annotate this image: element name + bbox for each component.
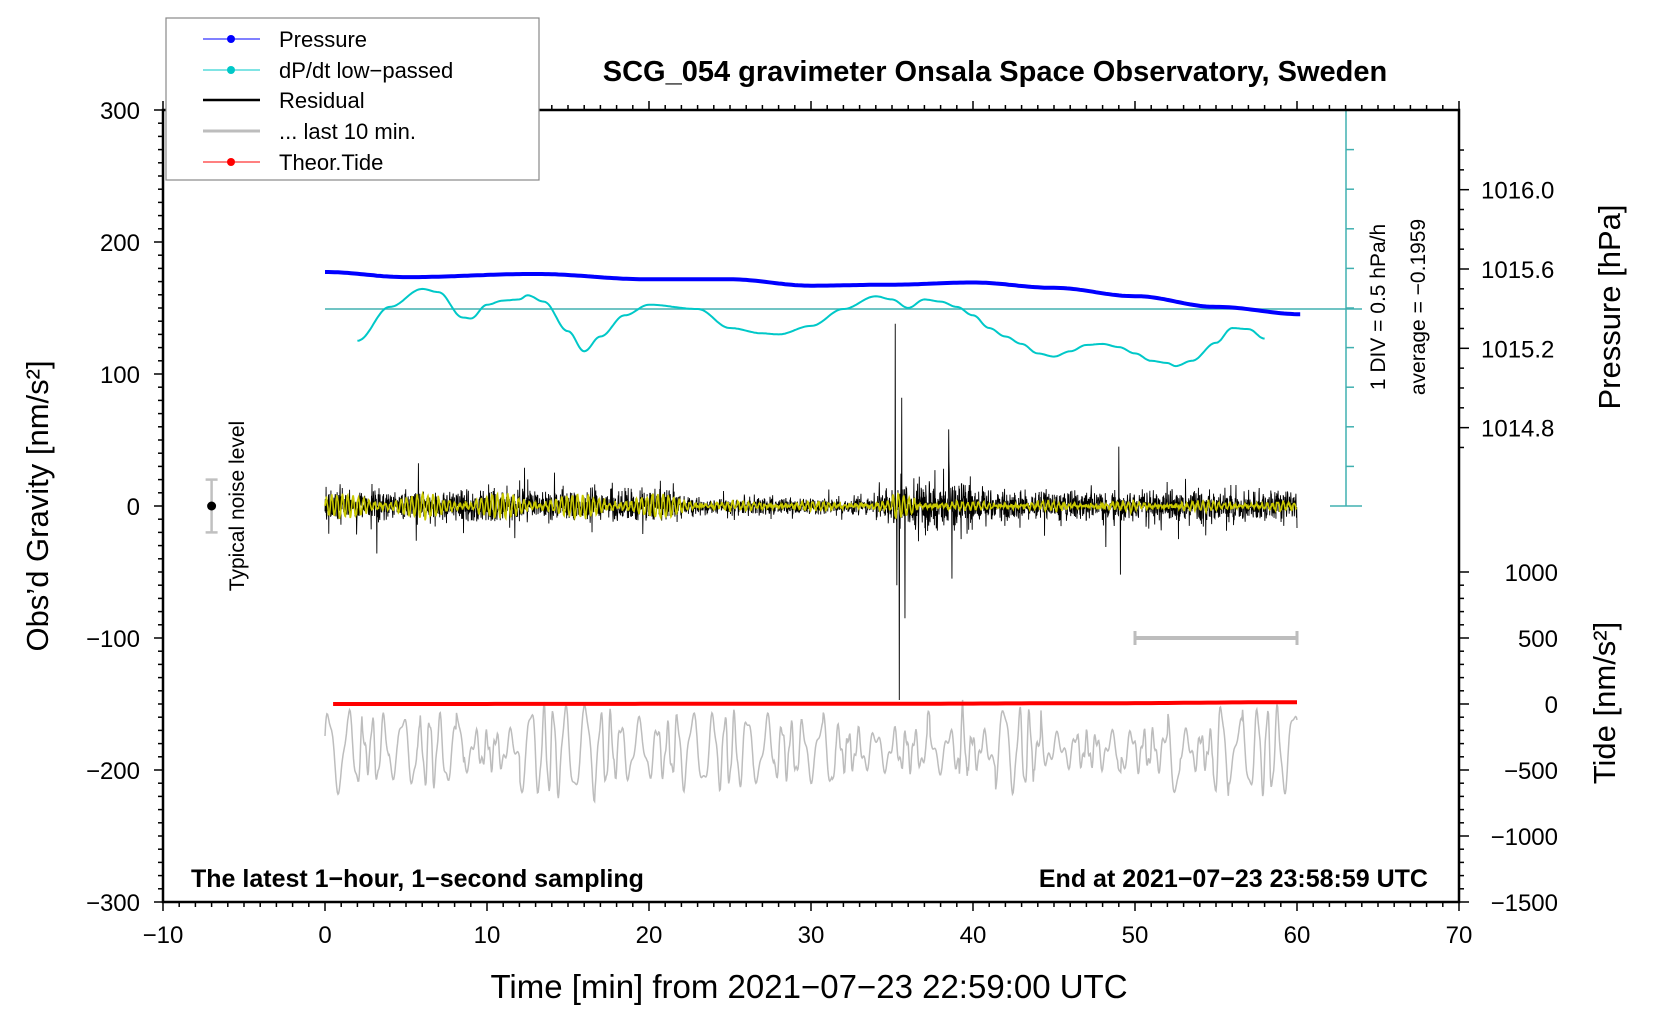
x-tick-label: 30 <box>798 922 825 949</box>
y-tick-label-pressure: 1015.6 <box>1481 257 1554 284</box>
filtered-series-line <box>324 490 1298 521</box>
x-axis-label: Time [min] from 2021−07−23 22:59:00 UTC <box>490 968 1127 1005</box>
y-tick-label-left: 100 <box>100 362 140 389</box>
y-tick-label-tide: −1500 <box>1491 890 1558 917</box>
legend-label-tide: Theor.Tide <box>279 150 383 175</box>
x-tick-label: 0 <box>318 922 331 949</box>
y-tick-label-tide: −500 <box>1504 758 1558 785</box>
y-tick-label-left: 300 <box>100 98 140 125</box>
legend-marker-dpdt <box>227 66 235 74</box>
x-tick-label: 70 <box>1446 922 1473 949</box>
bottom-left-annotation: The latest 1−hour, 1−second sampling <box>191 865 644 893</box>
x-tick-label: −10 <box>143 922 184 949</box>
plot-area <box>205 109 1362 804</box>
legend-label-residual: Residual <box>279 88 365 113</box>
y-tick-label-tide: −1000 <box>1491 824 1558 851</box>
y-tick-label-left: −100 <box>86 626 140 653</box>
dpdt-average-label: average = −0.1959 <box>1407 219 1430 395</box>
y-tick-label-left: 200 <box>100 230 140 257</box>
y-axis-label-tide: Tide [nm/s²] <box>1587 622 1622 785</box>
tide-series-line <box>333 700 1297 706</box>
y-tick-label-pressure: 1016.0 <box>1481 178 1554 205</box>
y-tick-label-pressure: 1014.8 <box>1481 416 1554 443</box>
y-axis-label-pressure: Pressure [hPa] <box>1592 204 1627 409</box>
noise-level-label: Typical noise level <box>226 421 249 591</box>
x-tick-label: 40 <box>960 922 987 949</box>
pressure-series-line <box>325 270 1301 317</box>
y-tick-label-left: −300 <box>86 890 140 917</box>
legend: Pressure dP/dt low−passed Residual ... l… <box>165 17 540 181</box>
dpdt-series-line <box>357 287 1265 368</box>
y-tick-label-left: −200 <box>86 758 140 785</box>
bottom-right-annotation: End at 2021−07−23 23:58:59 UTC <box>1039 865 1428 893</box>
y-tick-label-tide: 1000 <box>1505 560 1558 587</box>
y-tick-label-left: 0 <box>127 494 140 521</box>
dpdt-scale-label: 1 DIV = 0.5 hPa/h <box>1367 224 1390 390</box>
legend-label-dpdt: dP/dt low−passed <box>279 58 453 83</box>
y-axis-label-left: Obs’d Gravity [nm/s²] <box>20 360 55 651</box>
y-tick-label-tide: 0 <box>1545 692 1558 719</box>
y-tick-label-pressure: 1015.2 <box>1481 336 1554 363</box>
legend-marker-tide <box>227 158 235 166</box>
x-tick-label: 60 <box>1284 922 1311 949</box>
last10-series-line <box>324 699 1298 804</box>
x-tick-label: 50 <box>1122 922 1149 949</box>
chart-title: SCG_054 gravimeter Onsala Space Observat… <box>603 56 1387 88</box>
x-tick-label: 20 <box>636 922 663 949</box>
legend-label-pressure: Pressure <box>279 27 367 52</box>
y-tick-label-tide: 500 <box>1518 626 1558 653</box>
noise-level-point <box>207 501 217 511</box>
x-tick-label: 10 <box>474 922 501 949</box>
legend-label-last10: ... last 10 min. <box>279 119 416 144</box>
axes: −10 0 10 20 30 40 50 60 703002001000−100−200−300… <box>86 98 1558 949</box>
legend-marker-pressure <box>227 35 235 43</box>
